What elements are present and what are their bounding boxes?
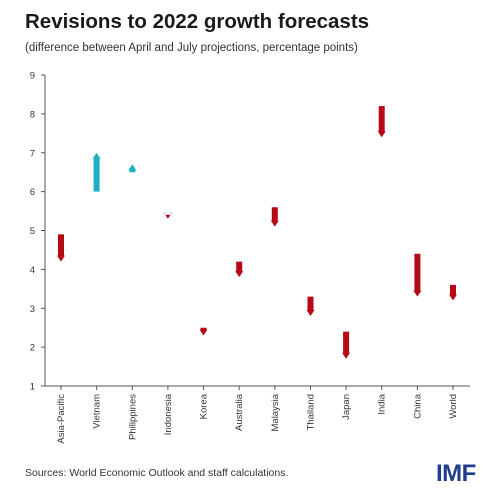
revision-arrow	[413, 253, 422, 297]
revision-arrow	[128, 164, 137, 173]
x-category-label: Philippines	[127, 394, 138, 440]
revision-arrow	[235, 261, 244, 278]
chart: 1 2 3 4 5 6 7 8 9 Asia-Pacific Vietnam Philippines I…	[30, 71, 470, 444]
revision-arrow	[306, 296, 315, 316]
y-tick-label: 5	[30, 226, 35, 237]
x-category-label: Japan	[341, 394, 352, 420]
revision-arrow	[92, 152, 101, 192]
revision-arrow	[163, 212, 172, 219]
imf-logo: IMF	[436, 460, 476, 487]
revision-arrow	[270, 207, 279, 227]
revision-arrow	[449, 284, 457, 301]
y-tick-label: 9	[30, 71, 35, 82]
x-category-label: China	[412, 393, 423, 419]
x-category-label: Asia-Pacific	[56, 394, 67, 444]
page-title: Revisions to 2022 growth forecasts	[25, 10, 370, 33]
revision-arrow	[342, 331, 351, 359]
y-tick-label: 6	[30, 187, 35, 198]
y-tick-label: 2	[30, 343, 35, 354]
revision-arrow	[377, 106, 386, 138]
x-category-label: World	[448, 394, 459, 419]
x-category-label: Australia	[234, 393, 245, 431]
x-category-label: Vietnam	[92, 394, 103, 429]
x-category-label: Indonesia	[163, 393, 174, 435]
x-category-label: Korea	[199, 393, 210, 419]
y-tick-label: 3	[30, 304, 35, 315]
source-note: Sources: World Economic Outlook and staf…	[25, 467, 289, 479]
x-category-label: Malaysia	[270, 393, 281, 431]
revision-arrow	[57, 234, 65, 262]
y-tick-label: 4	[30, 265, 35, 276]
y-tick-label: 8	[30, 109, 35, 120]
x-category-label: India	[377, 393, 388, 414]
y-tick-label: 1	[30, 382, 35, 393]
chart-subtitle: (difference between April and July proje…	[25, 42, 358, 54]
y-tick-label: 7	[30, 148, 35, 159]
revision-arrow	[199, 327, 208, 336]
x-category-label: Thailand	[305, 394, 316, 430]
